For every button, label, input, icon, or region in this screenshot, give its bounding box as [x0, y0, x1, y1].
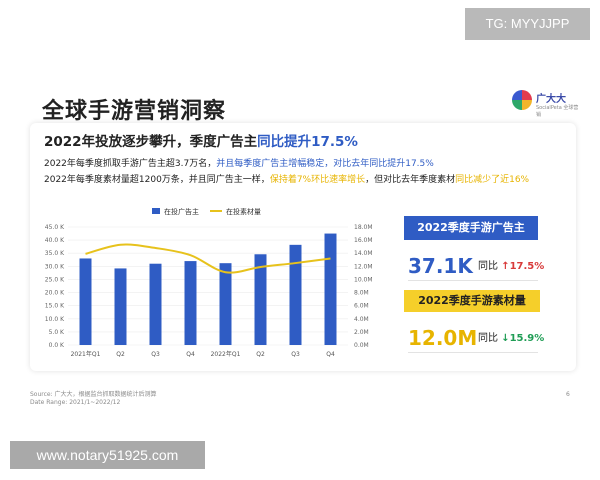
combo-chart: 在投广告主 在投素材量 0.0 K 5.0 K 10.0 K 15.0 K 20.0 K… [45, 207, 373, 358]
kpi-divider-2 [408, 352, 538, 353]
kpi-creatives-yoy: 同比 ↓15.9% [478, 329, 544, 344]
y-right-tick-label: 8.0M [354, 290, 369, 297]
bar-advertisers [289, 244, 302, 345]
subtitle-highlight: 同比提升17.5% [257, 134, 358, 150]
y-right-tick-label: 14.0M [354, 250, 373, 257]
summary-line-2-prefix: 2022年每季度素材量超1200万条，并且同广告主一样， [44, 175, 270, 185]
x-tick-label: 2021年Q1 [71, 350, 101, 358]
legend-swatch-advertisers [152, 208, 160, 214]
summary-line-1: 2022年每季度抓取手游广告主超3.7万名，并且每季度广告主增幅稳定，对比去年同… [44, 156, 434, 169]
logo: 广大大 SocialPeta 全球营销 [512, 90, 582, 118]
legend-label-creatives: 在投素材量 [226, 207, 261, 216]
watermark-top: TG: MYYJJPP [465, 8, 590, 40]
watermark-bottom: www.notary51925.com [10, 441, 205, 469]
kpi-advertisers-yoy-value: ↑17.5% [501, 261, 545, 272]
y-left-tick-label: 15.0 K [45, 303, 65, 310]
y-left-tick-label: 30.0 K [45, 263, 65, 270]
x-tick-label: Q4 [326, 351, 335, 358]
y-left-tick-label: 35.0 K [45, 250, 65, 257]
y-left-tick-label: 40.0 K [45, 237, 65, 244]
bar-advertisers [79, 258, 92, 345]
y-right-tick-label: 18.0M [354, 224, 373, 231]
summary-line-1-prefix: 2022年每季度抓取手游广告主超3.7万名， [44, 159, 217, 169]
kpi-creatives-yoy-value: ↓15.9% [501, 333, 545, 344]
summary-line-2-highlight-2: 同比减少了近16% [455, 175, 530, 185]
kpi-advertisers-yoy: 同比 ↑17.5% [478, 257, 544, 272]
source-line: Source: 广大大，根据监台抓取数据统计后测算 [30, 391, 157, 398]
logo-subtitle: SocialPeta 全球营销 [536, 105, 579, 118]
summary-line-1-highlight: 并且每季度广告主增幅稳定，对比去年同比提升17.5% [216, 159, 434, 169]
bar-advertisers [184, 261, 197, 345]
subtitle: 2022年投放逐步攀升，季度广告主同比提升17.5% [44, 130, 358, 150]
date-range-line: Date Range: 2021/1~2022/12 [30, 399, 121, 406]
y-right-tick-label: 10.0M [354, 276, 373, 283]
y-left-tick-label: 10.0 K [45, 316, 65, 323]
chart-legend: 在投广告主 在投素材量 [152, 207, 261, 216]
y-right-tick-label: 2.0M [354, 329, 369, 336]
x-tick-label: Q4 [186, 351, 195, 358]
bar-advertisers [149, 263, 162, 345]
subtitle-prefix: 2022年投放逐步攀升，季度广告主 [44, 134, 258, 150]
x-tick-label: Q3 [151, 351, 160, 358]
kpi-creatives-value: 12.0M [408, 326, 478, 350]
y-right-tick-label: 6.0M [354, 303, 369, 310]
kpi-advertisers-label: 2022季度手游广告主 [404, 216, 538, 240]
line-creatives [85, 243, 331, 274]
bar-advertisers [114, 268, 127, 345]
y-left-tick-label: 20.0 K [45, 290, 65, 297]
y-right-tick-label: 12.0M [354, 263, 373, 270]
logo-name: 广大大 [536, 94, 566, 105]
bar-advertisers [254, 254, 267, 345]
summary-line-2: 2022年每季度素材量超1200万条，并且同广告主一样，保持着7%环比速率增长，… [44, 172, 529, 185]
legend-label-advertisers: 在投广告主 [164, 207, 199, 216]
page-title: 全球手游营销洞察 [42, 99, 227, 124]
bar-advertisers [324, 233, 337, 345]
y-right-tick-label: 4.0M [354, 316, 369, 323]
y-right-tick-label: 0.0M [354, 342, 369, 349]
y-left-tick-label: 5.0 K [49, 329, 65, 336]
summary-line-2-highlight-1: 保持着7%环比速率增长 [269, 175, 366, 185]
x-tick-label: Q2 [116, 351, 125, 358]
page-number: 6 [566, 391, 570, 398]
logo-icon [512, 90, 532, 110]
x-tick-label: Q2 [256, 351, 265, 358]
summary-line-2-mid: ，但对比去年季度素材 [365, 175, 456, 185]
y-right-tick-label: 16.0M [354, 237, 373, 244]
y-left-tick-label: 25.0 K [45, 276, 65, 283]
kpi-divider-1 [408, 280, 538, 281]
x-tick-label: 2022年Q1 [211, 350, 241, 358]
kpi-advertisers-yoy-label: 同比 [478, 261, 498, 272]
kpi-creatives-label: 2022季度手游素材量 [404, 290, 540, 312]
kpi-creatives-yoy-label: 同比 [478, 333, 498, 344]
x-tick-label: Q3 [291, 351, 300, 358]
y-left-tick-label: 0.0 K [49, 342, 65, 349]
y-left-tick-label: 45.0 K [45, 224, 65, 231]
bar-advertisers [219, 263, 232, 345]
source-note: Source: 广大大，根据监台抓取数据统计后测算 Date Range: 20… [30, 391, 157, 407]
kpi-advertisers-value: 37.1K [408, 254, 473, 278]
